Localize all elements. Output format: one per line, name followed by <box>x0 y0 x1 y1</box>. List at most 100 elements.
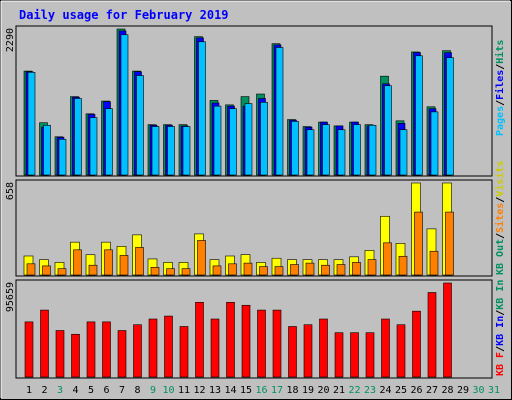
pages-bar <box>213 105 222 176</box>
chart-title: Daily usage for February 2019 <box>19 8 229 22</box>
x-tick-label: 5 <box>88 385 94 396</box>
pages-bar <box>399 129 408 176</box>
x-axis-labels: 1 2 3 4 5 6 7 8 9 10 11 12 13 14 15 16 17 18 19 20 21 22 23 24 2… <box>26 385 500 396</box>
sites-bar <box>259 266 268 276</box>
sites-bar <box>42 265 51 276</box>
x-tick-label: 21 <box>333 385 345 396</box>
x-tick-label: 6 <box>103 385 109 396</box>
x-tick-label: 25 <box>395 385 407 396</box>
legend-pages: Pages <box>495 106 506 136</box>
pages-bar <box>275 47 284 176</box>
kb-in-bar <box>102 321 111 378</box>
panel-visits-frame <box>15 179 493 277</box>
kb-in-bar <box>272 309 282 378</box>
kb-in-bar <box>40 309 49 378</box>
x-tick-label: 24 <box>379 385 391 396</box>
kb-in-bar <box>257 309 266 378</box>
kb-max-label: 95659 <box>5 282 16 312</box>
pages-bar <box>291 121 299 176</box>
visits-max-label: 658 <box>5 182 16 200</box>
pages-bar <box>167 126 175 176</box>
x-tick-label: 13 <box>209 385 221 396</box>
pages-bar <box>430 111 439 176</box>
legend-files: Files <box>494 70 506 100</box>
legend-kb-in: KB In <box>495 316 506 346</box>
sites-bar <box>398 255 408 276</box>
pages-bar <box>384 85 392 176</box>
x-tick-label: 4 <box>72 385 78 396</box>
legend-visits-panel: KB Out/Sites/Visits <box>494 161 506 275</box>
kb-in-bar <box>427 292 437 378</box>
pages-bar <box>43 124 51 176</box>
x-tick-label: 3 <box>57 385 63 396</box>
x-tick-label: 7 <box>119 385 125 396</box>
x-tick-label: 14 <box>224 385 236 396</box>
x-tick-label: 22 <box>348 385 360 396</box>
sites-bar <box>429 250 439 276</box>
kb-in-bar <box>71 333 80 378</box>
x-tick-label: 19 <box>302 385 314 396</box>
x-tick-label: 9 <box>150 385 156 396</box>
pages-bar <box>89 117 98 176</box>
kb-in-bar <box>303 324 313 378</box>
sites-bar <box>228 263 237 276</box>
kb-in-bar <box>179 326 189 378</box>
sites-bar <box>181 268 191 276</box>
kb-in-bar <box>133 324 142 378</box>
pages-bar <box>136 75 144 176</box>
pages-bar <box>260 102 268 176</box>
hits-max-label: 2290 <box>5 28 16 52</box>
sites-bar <box>26 263 36 276</box>
kb-in-bar <box>350 332 359 378</box>
panel-hits-frame <box>15 25 493 177</box>
sites-bar <box>445 211 454 276</box>
pages-bar <box>337 129 346 176</box>
sites-bar <box>352 262 361 276</box>
pages-bar <box>229 108 237 176</box>
kb-in-bar <box>412 310 421 378</box>
x-tick-label: 11 <box>178 385 190 396</box>
sites-bar <box>383 242 392 276</box>
kb-in-bar <box>241 304 251 378</box>
panel-kb-frame <box>15 279 493 379</box>
pages-bar <box>151 126 160 176</box>
pages-bar <box>182 126 191 176</box>
pages-bar <box>368 124 377 176</box>
pages-bar <box>446 57 454 176</box>
sites-bar <box>212 265 222 276</box>
sites-bar <box>57 268 67 276</box>
x-tick-label: 30 <box>472 385 484 396</box>
legend-kb-out: KB Out <box>495 239 506 275</box>
legend-hits: Hits <box>494 40 506 64</box>
kb-in-bar <box>195 302 204 378</box>
sites-bar <box>166 268 175 276</box>
sites-bar <box>305 262 315 276</box>
pages-bar <box>415 55 423 176</box>
bar-layer <box>23 28 454 378</box>
kb-in-bar <box>319 318 328 378</box>
pages-bar <box>120 34 129 176</box>
legend-sites: Sites <box>494 203 506 233</box>
sites-bar <box>290 264 299 276</box>
legend-visits: Visits <box>494 161 506 197</box>
legend-kb-panel: KB F/KB In/KB In <box>495 280 506 376</box>
sites-bar <box>119 255 129 276</box>
x-tick-label: 8 <box>134 385 140 396</box>
x-tick-label: 28 <box>441 385 453 396</box>
sites-bar <box>243 262 253 276</box>
kb-in-bar <box>443 282 452 378</box>
kb-in-bar <box>381 318 390 378</box>
kb-in-bar <box>86 321 96 378</box>
x-tick-label: 16 <box>255 385 267 396</box>
x-tick-label: 20 <box>317 385 329 396</box>
pages-bar <box>198 41 206 176</box>
sites-bar <box>336 264 346 276</box>
kb-in-bar <box>365 332 375 378</box>
sites-bar <box>150 267 160 276</box>
x-tick-label: 18 <box>286 385 298 396</box>
x-tick-label: 1 <box>26 385 32 396</box>
kb-in-bar <box>226 302 235 378</box>
sites-bar <box>197 240 206 276</box>
